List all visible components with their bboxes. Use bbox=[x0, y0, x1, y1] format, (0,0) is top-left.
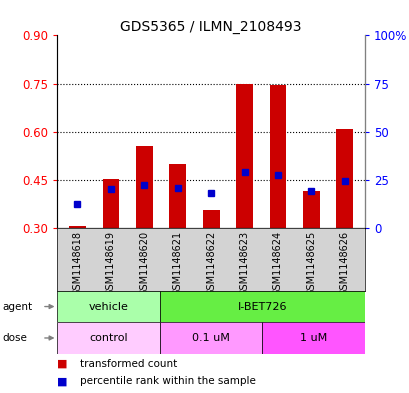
Bar bbox=[302, 191, 319, 228]
Bar bbox=[236, 83, 252, 228]
Text: GSM1148622: GSM1148622 bbox=[206, 231, 216, 296]
Bar bbox=[160, 322, 262, 354]
Text: percentile rank within the sample: percentile rank within the sample bbox=[80, 376, 255, 386]
Text: I-BET726: I-BET726 bbox=[237, 301, 286, 312]
Text: agent: agent bbox=[2, 301, 32, 312]
Title: GDS5365 / ILMN_2108493: GDS5365 / ILMN_2108493 bbox=[120, 20, 301, 34]
Text: ■: ■ bbox=[57, 358, 68, 369]
Text: GSM1148621: GSM1148621 bbox=[172, 231, 182, 296]
Text: GSM1148619: GSM1148619 bbox=[106, 231, 116, 296]
Text: 0.1 uM: 0.1 uM bbox=[192, 333, 229, 343]
Text: dose: dose bbox=[2, 333, 27, 343]
Text: GSM1148624: GSM1148624 bbox=[272, 231, 282, 296]
Bar bbox=[160, 291, 364, 322]
Bar bbox=[57, 322, 160, 354]
Text: vehicle: vehicle bbox=[88, 301, 128, 312]
Bar bbox=[57, 291, 160, 322]
Bar bbox=[69, 226, 85, 228]
Text: transformed count: transformed count bbox=[80, 358, 177, 369]
Text: control: control bbox=[89, 333, 128, 343]
Bar bbox=[262, 322, 364, 354]
Bar bbox=[202, 210, 219, 228]
Text: 1 uM: 1 uM bbox=[299, 333, 326, 343]
Bar bbox=[169, 164, 186, 228]
Text: GSM1148623: GSM1148623 bbox=[239, 231, 249, 296]
Bar bbox=[102, 179, 119, 228]
Bar bbox=[136, 146, 152, 228]
Text: GSM1148618: GSM1148618 bbox=[72, 231, 82, 296]
Text: GSM1148625: GSM1148625 bbox=[306, 231, 316, 296]
Bar bbox=[269, 85, 285, 228]
Bar bbox=[336, 129, 352, 228]
Text: ■: ■ bbox=[57, 376, 68, 386]
Text: GSM1148620: GSM1148620 bbox=[139, 231, 149, 296]
Text: GSM1148626: GSM1148626 bbox=[339, 231, 349, 296]
